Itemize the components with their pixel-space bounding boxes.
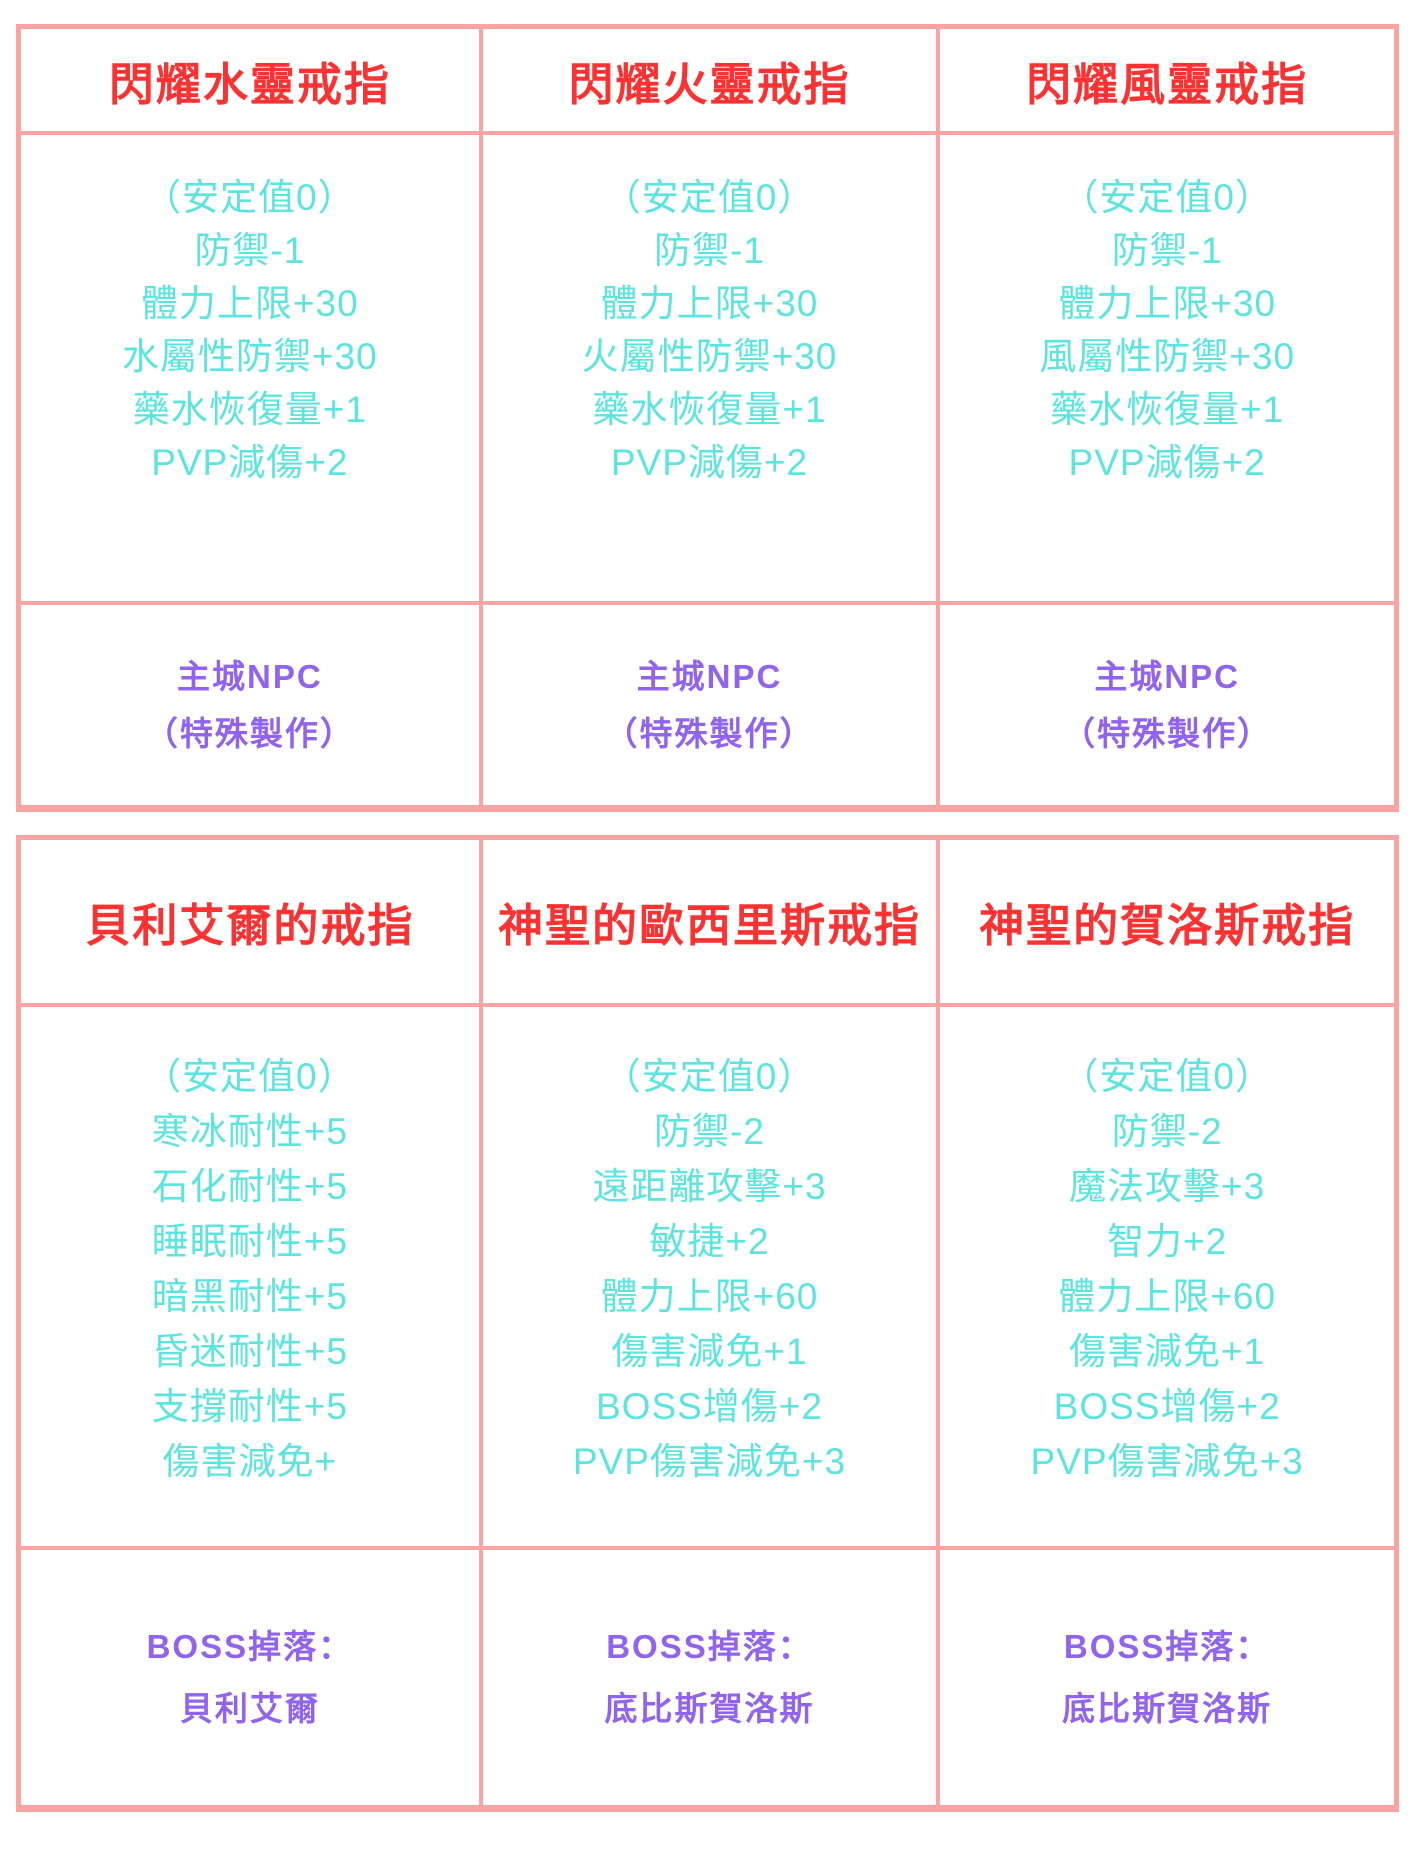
- stat-line: 風屬性防禦+30: [1039, 336, 1296, 377]
- stat-line: （安定值0）: [603, 1056, 816, 1097]
- ring-source-cell: 主城NPC （特殊製作）: [936, 601, 1394, 805]
- stat-line: 魔法攻擊+3: [1069, 1166, 1266, 1207]
- stat-line: （安定值0）: [1061, 177, 1273, 218]
- stat-line: 暗黑耐性+5: [151, 1276, 348, 1317]
- stat-line: （安定值0）: [144, 1056, 356, 1097]
- stat-line: 敏捷+2: [649, 1221, 770, 1262]
- ring-stats-cell: （安定值0） 防禦-1 體力上限+30 水屬性防禦+30 藥水恢復量+1 PVP減傷+2: [21, 131, 479, 601]
- ring-title: 閃耀火靈戒指: [568, 58, 851, 110]
- ring-title-cell: 閃耀風靈戒指: [936, 29, 1394, 131]
- stat-line: 藥水恢復量+1: [592, 389, 827, 430]
- stat-line: 火屬性防禦+30: [581, 336, 838, 377]
- stat-line: 傷害減免+1: [1069, 1331, 1266, 1372]
- ring-table-elemental: 閃耀水靈戒指 閃耀火靈戒指 閃耀風靈戒指 （安定值0） 防禦-1 體力上限+30 水屬…: [16, 24, 1399, 812]
- source-line: （特殊製作）: [144, 715, 355, 752]
- ring-source-cell: BOSS掉落： 貝利艾爾: [21, 1546, 479, 1805]
- stat-line: 睡眠耐性+5: [151, 1221, 348, 1262]
- ring-title: 閃耀水靈戒指: [108, 58, 391, 110]
- ring-title: 閃耀風靈戒指: [1026, 58, 1309, 110]
- stat-line: 水屬性防禦+30: [121, 336, 378, 377]
- stat-line: 防禦-1: [654, 230, 765, 271]
- stat-line: 防禦-2: [1111, 1111, 1223, 1152]
- ring-title-cell: 閃耀火靈戒指: [478, 29, 937, 131]
- stat-line: PVP減傷+2: [151, 442, 349, 483]
- stat-line: 防禦-1: [1111, 230, 1223, 271]
- ring-title-cell: 神聖的賀洛斯戒指: [936, 840, 1394, 1003]
- stat-line: BOSS增傷+2: [595, 1386, 823, 1427]
- stat-line: 藥水恢復量+1: [1050, 389, 1285, 430]
- ring-stats-cell: （安定值0） 防禦-1 體力上限+30 火屬性防禦+30 藥水恢復量+1 PVP減傷+2: [478, 131, 937, 601]
- source-line: 底比斯賀洛斯: [604, 1689, 815, 1727]
- ring-stats-cell: （安定值0） 防禦-2 魔法攻擊+3 智力+2 體力上限+60 傷害減免+1 BOSS增傷+…: [936, 1003, 1394, 1546]
- ring-stats-cell: （安定值0） 寒冰耐性+5 石化耐性+5 睡眠耐性+5 暗黑耐性+5 昏迷耐性+5 支撐耐性…: [21, 1003, 479, 1546]
- source-line: BOSS掉落：: [146, 1627, 354, 1665]
- stat-line: 傷害減免+: [162, 1441, 338, 1482]
- stat-line: 智力+2: [1107, 1221, 1228, 1262]
- stat-line: 體力上限+30: [600, 283, 819, 324]
- stat-line: 體力上限+60: [600, 1276, 819, 1317]
- stat-line: PVP傷害減免+3: [1030, 1441, 1304, 1482]
- stat-line: 體力上限+60: [1058, 1276, 1277, 1317]
- stat-line: 石化耐性+5: [151, 1166, 348, 1207]
- ring-title-cell: 神聖的歐西里斯戒指: [478, 840, 937, 1003]
- ring-source-cell: 主城NPC （特殊製作）: [478, 601, 937, 805]
- ring-source-cell: 主城NPC （特殊製作）: [21, 601, 479, 805]
- ring-source-cell: BOSS掉落： 底比斯賀洛斯: [478, 1546, 937, 1805]
- source-line: 主城NPC: [636, 658, 783, 695]
- stat-line: 體力上限+30: [1058, 283, 1277, 324]
- source-line: BOSS掉落：: [1063, 1627, 1271, 1665]
- stat-line: 傷害減免+1: [611, 1331, 808, 1372]
- source-line: （特殊製作）: [604, 715, 815, 752]
- stat-line: 藥水恢復量+1: [132, 389, 367, 430]
- source-line: 貝利艾爾: [179, 1689, 320, 1727]
- stat-line: 防禦-2: [654, 1111, 765, 1152]
- stat-line: BOSS增傷+2: [1053, 1386, 1281, 1427]
- ring-stats-cell: （安定值0） 防禦-1 體力上限+30 風屬性防禦+30 藥水恢復量+1 PVP減傷+2: [936, 131, 1394, 601]
- source-line: 底比斯賀洛斯: [1062, 1689, 1273, 1727]
- stat-line: 昏迷耐性+5: [151, 1331, 348, 1372]
- stat-line: PVP減傷+2: [1068, 442, 1266, 483]
- ring-title: 貝利艾爾的戒指: [85, 900, 415, 951]
- stat-line: 寒冰耐性+5: [151, 1111, 348, 1152]
- stat-line: PVP傷害減免+3: [572, 1441, 847, 1482]
- ring-table-boss: 貝利艾爾的戒指 神聖的歐西里斯戒指 神聖的賀洛斯戒指 （安定值0） 寒冰耐性+5 石…: [16, 835, 1399, 1812]
- stat-line: （安定值0）: [144, 177, 356, 218]
- stat-line: 遠距離攻擊+3: [592, 1166, 827, 1207]
- stat-line: 支撐耐性+5: [151, 1386, 348, 1427]
- ring-stats-cell: （安定值0） 防禦-2 遠距離攻擊+3 敏捷+2 體力上限+60 傷害減免+1 BOSS增傷…: [478, 1003, 937, 1546]
- source-line: BOSS掉落：: [606, 1627, 813, 1665]
- stat-line: （安定值0）: [603, 177, 816, 218]
- stat-line: 防禦-1: [194, 230, 306, 271]
- source-line: （特殊製作）: [1062, 715, 1273, 752]
- stat-line: 體力上限+30: [140, 283, 359, 324]
- source-line: 主城NPC: [176, 658, 323, 695]
- ring-source-cell: BOSS掉落： 底比斯賀洛斯: [936, 1546, 1394, 1805]
- stat-line: PVP減傷+2: [610, 442, 809, 483]
- source-line: 主城NPC: [1094, 658, 1240, 695]
- stat-line: （安定值0）: [1061, 1056, 1273, 1097]
- ring-title-cell: 貝利艾爾的戒指: [21, 840, 479, 1003]
- ring-title: 神聖的賀洛斯戒指: [979, 900, 1356, 951]
- ring-title-cell: 閃耀水靈戒指: [21, 29, 479, 131]
- ring-title: 神聖的歐西里斯戒指: [497, 900, 921, 951]
